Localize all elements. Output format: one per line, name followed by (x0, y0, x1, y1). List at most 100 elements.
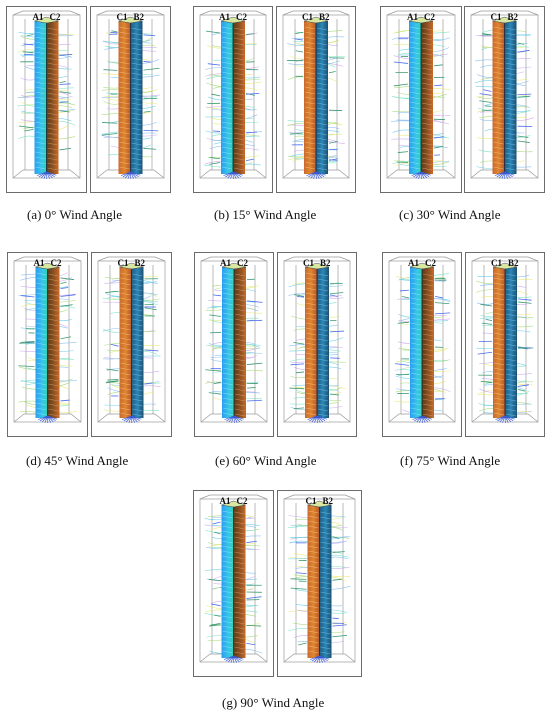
surface-flow-lines (409, 26, 433, 171)
surface-flow-lines (305, 272, 329, 417)
panel-g-caption: (g) 90° Wind Angle (222, 695, 325, 710)
panel-d-left-view: A1 C2 (7, 252, 88, 437)
surface-flow-lines (410, 272, 434, 417)
base-vortex (309, 655, 330, 664)
building-face-left (221, 505, 234, 658)
right-face-label-2: B2 (320, 258, 331, 268)
surface-flow-lines (493, 26, 516, 171)
panel-b-left-view: A1 C2 (193, 6, 273, 193)
left-face-label-1: A1 (33, 12, 44, 22)
building-face-right (46, 21, 59, 174)
building-roof (307, 500, 332, 508)
panel-d-right-view: C1 B2 (91, 252, 172, 437)
left-face-label-2: C2 (237, 496, 248, 506)
base-vortex (495, 415, 515, 424)
panel-e-right-view: C1 B2 (277, 252, 357, 437)
building-face-right (504, 21, 517, 174)
surface-flow-lines (36, 272, 59, 417)
right-face-label-2: B2 (134, 12, 145, 22)
building-face-left (34, 21, 47, 174)
panel-a-left-view: A1 C2 (6, 6, 87, 193)
base-vortex (224, 415, 244, 424)
right-face-label-1: C1 (117, 12, 128, 22)
velocity-vectors (395, 278, 451, 400)
panel-c-right-view: C1 B2 (464, 6, 545, 193)
velocity-vectors (289, 283, 345, 410)
building-face-right (233, 21, 245, 174)
velocity-vectors (290, 536, 348, 646)
building-face-left (118, 21, 131, 174)
panel-e-right-flow-figure: C1 B2 (283, 256, 351, 424)
right-face-label-2: B2 (319, 12, 330, 22)
panel-a-caption: (a) 0° Wind Angle (27, 207, 123, 222)
building-face-right (233, 505, 246, 658)
panel-g-right-flow-figure: C1 B2 (283, 494, 356, 664)
panel-e-left-view: A1 C2 (194, 252, 274, 437)
panel-f-caption: (f) 75° Wind Angle (400, 453, 501, 468)
building-face-right (316, 21, 328, 174)
surface-flow-lines (493, 272, 517, 417)
base-vortex (36, 171, 57, 180)
building-face-right (234, 267, 246, 418)
building-roof (492, 262, 518, 270)
left-face-label-2: C2 (424, 12, 435, 22)
base-vortex (223, 171, 243, 180)
building-face-left (307, 505, 320, 658)
panel-c-caption: (c) 30° Wind Angle (399, 207, 501, 222)
building-roof (119, 262, 144, 270)
right-face-label-2: B2 (323, 496, 334, 506)
base-vortex (307, 415, 327, 424)
base-vortex (494, 171, 515, 180)
velocity-vectors (18, 277, 76, 402)
panel-b-left-flow-figure: A1 C2 (199, 10, 267, 180)
panel-a-right-flow-figure: C1 B2 (96, 10, 165, 180)
left-face-label-1: A1 (219, 12, 230, 22)
panel-e-caption: (e) 60° Wind Angle (215, 453, 317, 468)
panel-f-left-view: A1 C2 (382, 252, 462, 437)
panel-g-right-view: C1 B2 (277, 490, 362, 677)
base-vortex (306, 171, 326, 180)
left-face-label-2: C2 (237, 258, 248, 268)
panel-a-right-view: C1 B2 (90, 6, 171, 193)
velocity-vectors (105, 278, 159, 397)
base-vortex (120, 171, 141, 180)
building-face-right (131, 267, 144, 418)
surface-flow-lines (120, 272, 143, 417)
building-face-left (221, 21, 233, 174)
building-roof (34, 16, 59, 24)
surface-flow-lines (308, 510, 331, 655)
right-face-label-1: C1 (491, 12, 502, 22)
panel-d-right-flow-figure: C1 B2 (97, 256, 166, 424)
left-face-label-2: C2 (425, 258, 436, 268)
right-face-label-1: C1 (303, 258, 314, 268)
panel-e-left-flow-figure: A1 C2 (200, 256, 268, 424)
panel-c-right-flow-figure: C1 B2 (470, 10, 539, 180)
base-vortex (37, 415, 58, 424)
panel-b-right-view: C1 B2 (276, 6, 356, 193)
building-face-left (304, 21, 316, 174)
velocity-vectors (208, 521, 262, 646)
panel-a-left-flow-figure: A1 C2 (12, 10, 81, 180)
velocity-vectors (287, 31, 345, 161)
velocity-vectors (393, 38, 446, 163)
building-face-right (319, 505, 332, 658)
left-face-label-1: A1 (34, 258, 45, 268)
domain-wireframe (471, 256, 539, 423)
building-roof (303, 16, 329, 24)
surface-flow-lines (35, 26, 58, 171)
building-face-right (47, 267, 60, 418)
right-face-label-1: C1 (306, 496, 317, 506)
left-face-label-2: C2 (51, 258, 62, 268)
building-face-right (422, 267, 434, 418)
left-face-label-1: A1 (220, 258, 231, 268)
building-roof (221, 262, 247, 270)
building-face-right (505, 267, 517, 418)
velocity-vectors (477, 298, 534, 392)
panel-d-left-flow-figure: A1 C2 (13, 256, 82, 424)
velocity-vectors (101, 30, 160, 150)
velocity-vectors (205, 278, 263, 402)
panel-b-caption: (b) 15° Wind Angle (214, 207, 317, 222)
right-face-label-2: B2 (135, 258, 146, 268)
building-roof (409, 262, 435, 270)
right-face-label-1: C1 (491, 258, 502, 268)
